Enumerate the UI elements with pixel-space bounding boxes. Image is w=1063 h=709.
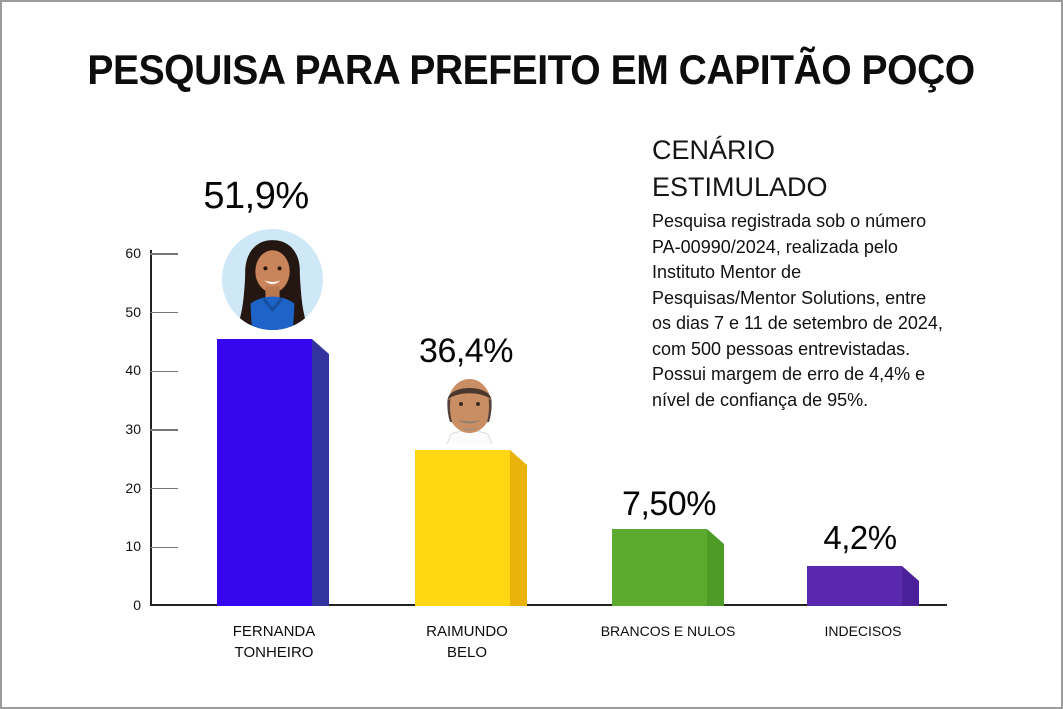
bar-side-3d [510, 450, 527, 606]
bar-category-label-line: INDECISOS [824, 623, 902, 639]
bar-value-label: 4,2% [823, 519, 897, 556]
y-axis-tick [150, 429, 178, 431]
bar-category-label: INDECISOS [753, 621, 973, 642]
bar-value-label: 51,9% [203, 175, 309, 217]
bar-brancos-e-nulos [612, 529, 707, 606]
scenario-heading: CENÁRIO ESTIMULADO [652, 135, 828, 202]
y-axis-tick [150, 546, 178, 549]
bar-category-label-line: BRANCOS E NULOS [600, 623, 736, 639]
bar-category-label: FERNANDA TONHEIRO [164, 621, 384, 663]
scenario-body-text: Pesquisa registrada sob o número PA-0099… [652, 211, 943, 410]
bar-category-label-line: FERNANDA [232, 623, 316, 640]
fernanda-tonheiro-photo [222, 229, 323, 330]
page-title: PESQUISA PARA PREFEITO EM CAPITÃO POÇO [2, 46, 1061, 94]
bar-category-label-line: TONHEIRO [234, 644, 314, 661]
bar-side-3d [707, 529, 724, 606]
bar-fernanda-tonheiro [217, 339, 312, 606]
y-axis-tick-label: 10 [125, 538, 141, 555]
bar-value-label: 36,4% [419, 332, 513, 370]
bar-raimundo-belo [415, 450, 510, 606]
page-title-text: PESQUISA PARA PREFEITO EM CAPITÃO POÇO [87, 46, 976, 93]
x-axis-line [150, 604, 947, 606]
raimundo-belo-photo [446, 379, 493, 444]
bar-category-label-line: BELO [446, 644, 488, 661]
bar-side-3d [902, 566, 919, 606]
bar-side-3d [312, 339, 329, 606]
y-axis-tick [150, 253, 178, 255]
bar-category-label-line: RAIMUNDO [426, 623, 508, 640]
bar-category-label: RAIMUNDO BELO [357, 621, 577, 663]
bar-category-label: BRANCOS E NULOS [558, 621, 778, 642]
y-axis-tick-label: 20 [125, 479, 141, 496]
y-axis-line [150, 250, 152, 606]
y-axis-tick-label: 40 [125, 362, 141, 379]
y-axis-tick-label: 30 [125, 420, 141, 437]
y-axis-tick-label: 50 [125, 303, 141, 320]
bar-indecisos [807, 566, 902, 606]
bar-value-label: 7,50% [622, 485, 716, 523]
y-axis-tick [150, 311, 178, 314]
y-axis-tick [150, 370, 178, 373]
y-axis-tick-label: 0 [133, 597, 141, 613]
y-axis-tick-label: 60 [125, 244, 141, 261]
y-axis-tick [150, 487, 178, 490]
